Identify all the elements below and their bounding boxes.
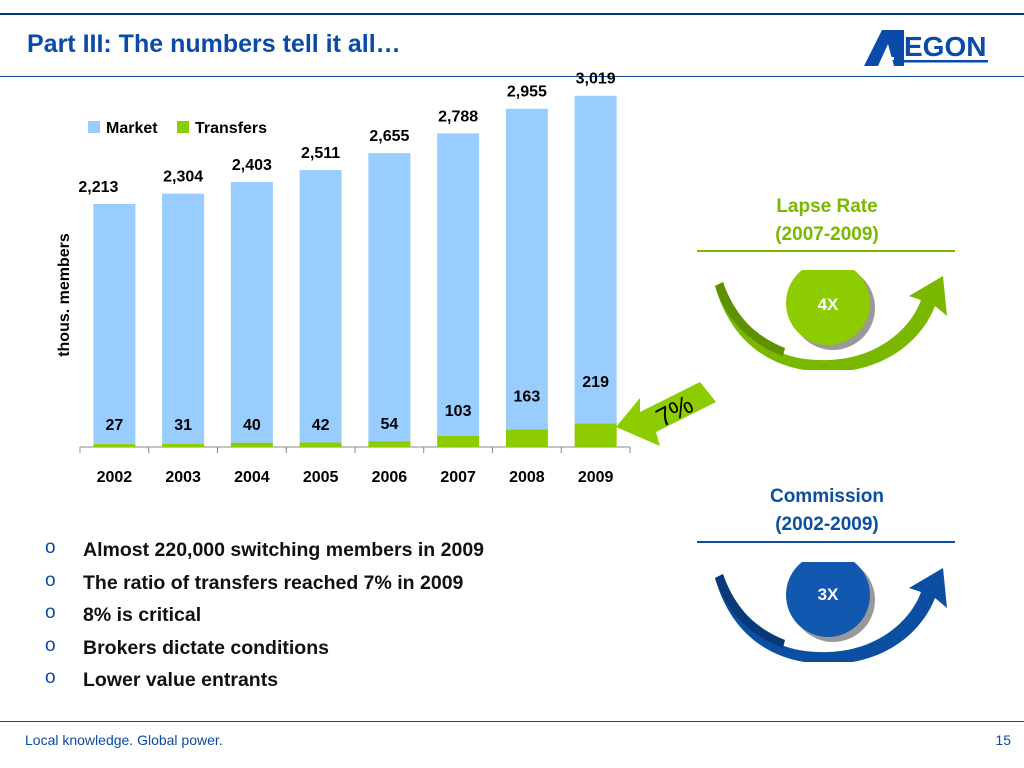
x-tick-label: 2002 [97, 469, 133, 486]
lapse-title-line2: (2007-2009) [775, 224, 879, 245]
bullet-text: Brokers dictate conditions [83, 636, 329, 659]
market-bar [368, 153, 411, 442]
transfers-bar [574, 423, 617, 447]
market-value-label: 3,019 [576, 71, 616, 88]
transfers-value-label: 40 [243, 417, 261, 434]
bullet-item: o Lower value entrants [45, 666, 484, 699]
x-tick-label: 2008 [509, 469, 545, 486]
bullet-marker: o [45, 667, 56, 688]
bullet-item: o 8% is critical [45, 601, 484, 634]
bullet-text: Almost 220,000 switching members in 2009 [83, 539, 485, 561]
transfers-bar [162, 443, 205, 447]
transfers-bar [230, 442, 273, 447]
page-title: Part III: The numbers tell it all… [27, 30, 401, 58]
transfers-bar [299, 442, 342, 447]
bullet-marker: o [45, 634, 56, 656]
bullet-marker: o [45, 537, 56, 558]
market-value-label: 2,304 [163, 169, 203, 186]
lapse-panel-rule [697, 250, 955, 252]
market-value-label: 2,511 [301, 145, 340, 162]
bullet-item: o The ratio of transfers reached 7% in 20… [45, 569, 484, 602]
legend-swatch-market [88, 121, 100, 133]
transfers-value-label: 163 [514, 388, 541, 405]
bullet-marker: o [45, 602, 56, 623]
bullet-text: The ratio of transfers reached 7% in 200… [83, 571, 464, 594]
bullet-marker: o [45, 569, 56, 591]
top-rule [0, 13, 1024, 15]
commission-title-line2: (2002-2009) [775, 514, 879, 535]
legend-label-market: Market [106, 120, 158, 137]
transfers-value-label: 31 [174, 417, 192, 434]
transfers-value-label: 103 [445, 403, 472, 420]
legend-label-transfers: Transfers [195, 120, 267, 137]
transfers-bar [93, 444, 136, 447]
market-value-label: 2,655 [369, 128, 409, 145]
footer-tagline: Local knowledge. Global power. [25, 732, 223, 748]
commission-value: 3X [818, 585, 839, 604]
lapse-value: 4X [818, 295, 839, 314]
market-bar [230, 181, 273, 443]
market-bar [93, 203, 136, 445]
market-value-label: 2,955 [507, 84, 547, 101]
commission-title-line1: Commission [769, 486, 885, 507]
x-tick-label: 2004 [234, 469, 270, 486]
bullet-item: o Almost 220,000 switching members in 200… [45, 536, 484, 569]
lapse-panel-title: Lapse Rate (2007-2009) [697, 193, 957, 249]
transfer-ratio-arrow [616, 382, 716, 446]
x-tick-label: 2005 [303, 469, 339, 486]
lapse-title-line1: Lapse Rate [776, 196, 878, 217]
x-tick-label: 2006 [372, 469, 408, 486]
header-rule [0, 76, 1024, 77]
x-tick-label: 2007 [440, 469, 476, 486]
transfers-value-label: 42 [312, 417, 330, 434]
bar-chart: 2,213 27 2002 2,304 31 2003 2,403 40 2004 2,511 42… [56, 71, 716, 486]
y-axis-title: thous. members [56, 233, 73, 357]
market-value-label: 2,403 [232, 157, 272, 174]
market-bar [299, 170, 342, 443]
market-bar [162, 193, 205, 444]
transfers-value-label: 54 [380, 416, 398, 433]
svg-text:EGON: EGON [904, 31, 986, 62]
lapse-growth-arrow: 4X [715, 270, 947, 370]
legend-swatch-transfers [177, 121, 189, 133]
market-value-label: 2,213 [78, 179, 118, 196]
x-tick-label: 2003 [165, 469, 201, 486]
commission-panel-rule [697, 541, 955, 543]
aegon-logo: EGON [864, 30, 988, 66]
commission-growth-arrow: 3X [715, 562, 947, 662]
page-number: 15 [995, 732, 1011, 748]
bullet-text: Lower value entrants [83, 669, 279, 691]
transfers-bar [505, 429, 548, 447]
x-tick-label: 2009 [578, 469, 614, 486]
market-value-label: 2,788 [438, 108, 478, 125]
transfers-value-label: 219 [582, 374, 609, 391]
transfers-value-label: 27 [105, 417, 123, 434]
market-bar [574, 95, 617, 424]
commission-panel-title: Commission (2002-2009) [697, 483, 957, 539]
bullet-list: o Almost 220,000 switching members in 200… [45, 536, 484, 699]
transfers-bar [368, 441, 411, 447]
market-bar [437, 133, 480, 436]
market-bar [505, 108, 548, 430]
transfers-bar [437, 435, 480, 447]
footer-rule [0, 721, 1024, 722]
bullet-item: o Brokers dictate conditions [45, 634, 484, 667]
bullet-text: 8% is critical [83, 604, 202, 626]
